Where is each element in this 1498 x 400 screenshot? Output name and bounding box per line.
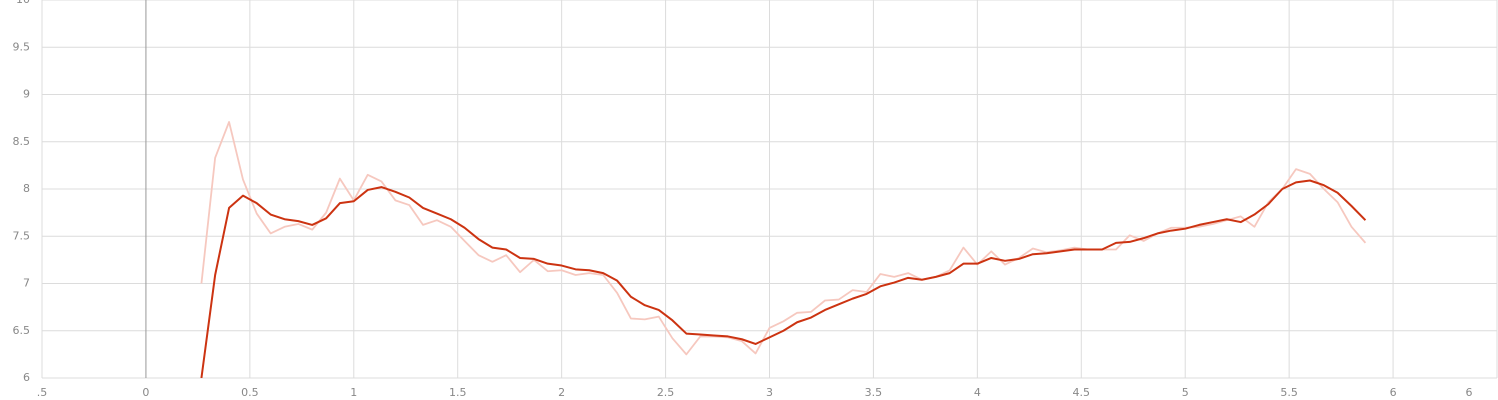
y-tick-label: 8.5 xyxy=(13,135,31,148)
x-tick-label: 0.5 xyxy=(241,386,259,399)
x-tick-label: 0 xyxy=(142,386,149,399)
series-line xyxy=(200,179,1367,378)
x-tick-label: 2 xyxy=(558,386,565,399)
x-tick-label: 1 xyxy=(350,386,357,399)
x-tick-label: .5 xyxy=(37,386,48,399)
y-tick-label: 6 xyxy=(23,371,30,384)
y-tick-label: 9.5 xyxy=(13,40,31,53)
x-tick-label: 1.5 xyxy=(449,386,467,399)
x-tick-label: 4 xyxy=(974,386,981,399)
x-tick-label: 5.5 xyxy=(1280,386,1298,399)
x-tick-label: 6 xyxy=(1390,386,1397,399)
y-tick-label: 7.5 xyxy=(13,229,31,242)
series-line xyxy=(200,121,1367,356)
x-tick-label: 2.5 xyxy=(657,386,675,399)
y-tick-label: 8 xyxy=(23,182,30,195)
y-tick-label: 7 xyxy=(23,277,30,290)
x-tick-label: 6 xyxy=(1466,386,1473,399)
y-tick-label: 6.5 xyxy=(13,324,31,337)
x-tick-label: 3 xyxy=(766,386,773,399)
x-tick-label: 5 xyxy=(1182,386,1189,399)
y-tick-label: 9 xyxy=(23,88,30,101)
x-tick-label: 4.5 xyxy=(1073,386,1091,399)
y-tick-label: 10 xyxy=(16,0,30,6)
x-tick-label: 3.5 xyxy=(865,386,883,399)
